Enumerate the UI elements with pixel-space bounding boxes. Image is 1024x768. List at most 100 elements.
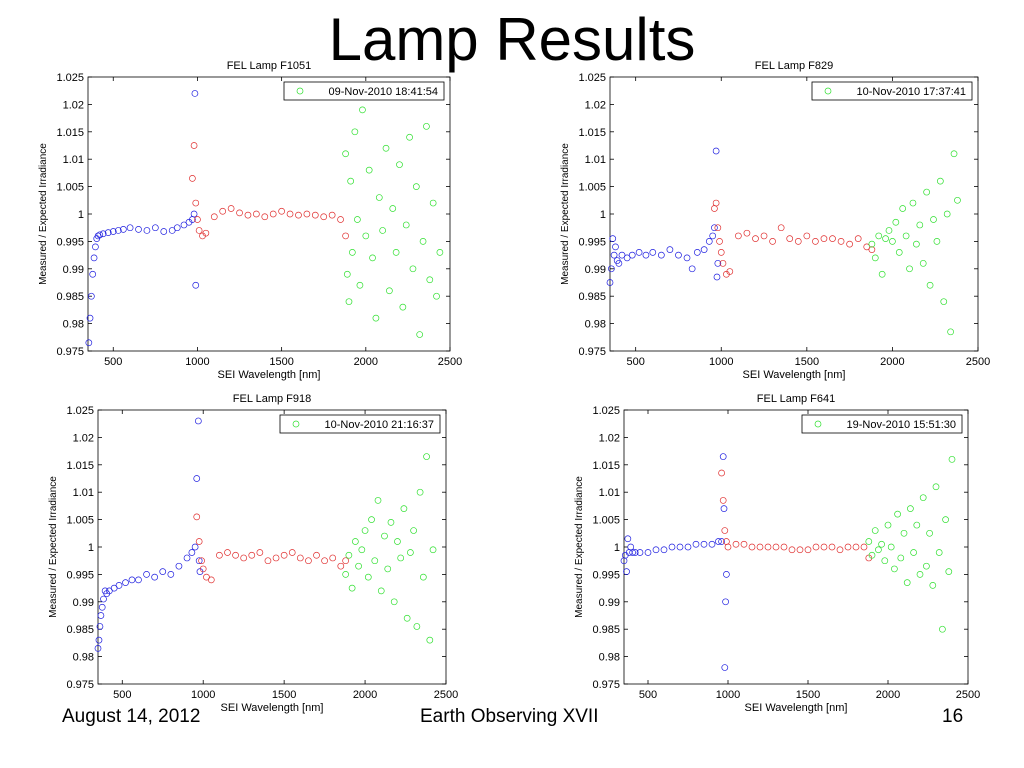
legend-marker [292,420,300,428]
y-tick-label: 1 [88,542,94,554]
x-tick-label: 2000 [876,689,900,701]
y-tick-label: 0.99 [73,597,94,609]
data-point [948,455,956,463]
data-point [829,235,836,243]
data-point [714,224,722,232]
data-point [400,505,408,512]
data-point [86,314,94,322]
data-point [954,196,961,204]
y-tick-label: 0.975 [592,679,620,691]
data-point [929,582,937,589]
chart-title: FEL Lamp F641 [757,393,835,405]
y-tick-label: 1.015 [56,127,84,139]
footer-conference: Earth Observing XVII [420,706,599,727]
x-tick-label: 2500 [966,356,990,368]
data-point [372,314,380,322]
data-point [135,576,142,584]
series-green [868,150,961,336]
x-tick-label: 2000 [880,356,904,368]
data-point [256,549,264,556]
data-point [875,546,882,554]
data-point [194,216,201,223]
legend-box [811,81,973,101]
chart-panel-2: 0.975 0.98 0.985 0.99 0.995 1 1.005 1.01 1.015 1.… [560,60,990,381]
legend-marker [296,87,304,95]
data-point [860,543,868,551]
data-point [705,238,713,245]
data-point [406,133,413,141]
data-point [878,270,886,278]
data-point [629,549,636,556]
data-point [863,243,871,251]
data-point [716,238,723,245]
data-point [606,279,614,286]
data-point [846,240,853,248]
data-point [878,540,885,548]
data-point [836,546,844,554]
data-point [631,549,639,556]
data-point [719,497,727,504]
y-tick-label: 1.02 [73,432,94,444]
data-point [760,232,768,240]
chart-title: FEL Lamp F1051 [227,60,312,72]
data-point [947,328,954,336]
data-point [364,573,372,581]
data-point [180,221,188,229]
y-tick-label: 1.01 [585,154,606,166]
data-point [675,251,682,259]
data-point [236,209,243,217]
data-point [913,240,920,248]
data-point [748,543,756,551]
data-point [939,625,946,633]
data-point [98,603,106,611]
data-point [903,579,911,586]
data-point [159,568,167,576]
data-point [313,551,320,559]
data-point [923,562,930,570]
chart-title: FEL Lamp F918 [233,393,311,405]
data-point [352,538,359,545]
series-blue [620,453,730,671]
data-point [337,216,344,223]
data-point [712,147,720,155]
chart-panel-4: 0.975 0.98 0.985 0.99 0.995 1 1.005 1.01 1.015 1.… [574,393,980,714]
data-point [615,259,623,267]
data-point [812,543,820,551]
data-point [718,538,725,545]
data-point [919,494,927,502]
data-point [657,251,665,259]
data-point [837,238,845,245]
data-point [852,543,860,551]
data-point [362,232,370,240]
x-axis-label: SEI Wavelength [nm] [743,369,846,381]
data-point [264,557,272,565]
x-tick-label: 500 [626,356,644,368]
x-tick-label: 1000 [709,356,733,368]
y-tick-label: 0.985 [578,291,606,303]
data-point [244,211,252,219]
data-point [906,265,913,273]
data-point [413,623,421,630]
y-tick-label: 0.975 [578,346,606,358]
legend-label: 10-Nov-2010 21:16:37 [325,419,434,431]
data-point [240,554,248,562]
data-point [423,453,430,460]
data-point [321,557,328,565]
y-axis-label: Measured / Expected Irradiance [560,143,571,285]
data-point [278,207,285,215]
data-point [719,453,727,460]
legend-label: 09-Nov-2010 18:41:54 [329,86,438,98]
data-point [104,229,112,236]
data-point [358,546,366,554]
slide-title: Lamp Results [328,6,696,73]
data-point [368,516,375,523]
data-point [700,540,708,548]
data-point [820,235,828,243]
data-point [889,238,896,245]
data-point [894,510,901,518]
plot-area [623,409,969,685]
data-point [151,224,159,232]
data-point [769,238,776,245]
y-axis-label: Measured / Expected Irradiance [574,476,585,618]
legend-marker [814,420,822,428]
